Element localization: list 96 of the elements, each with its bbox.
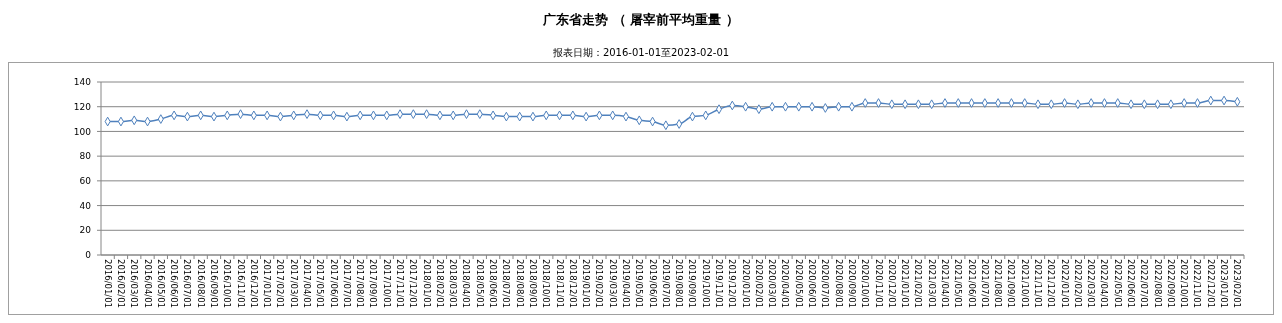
x-tick-label: 2018/08/01 — [514, 259, 525, 308]
x-tick-label: 2018/05/01 — [474, 259, 485, 308]
x-tick-label: 2018/10/01 — [541, 259, 552, 308]
x-tick-label: 2020/05/01 — [793, 259, 804, 308]
x-tick-label: 2020/02/01 — [753, 259, 764, 308]
y-tick-label: 140 — [73, 77, 92, 88]
x-tick-label: 2020/04/01 — [780, 259, 791, 308]
x-tick-label: 2021/03/01 — [926, 259, 937, 308]
x-tick-label: 2021/12/01 — [1046, 259, 1057, 308]
x-tick-label: 2019/12/01 — [727, 259, 738, 308]
x-tick-label: 2021/09/01 — [1006, 259, 1017, 308]
x-tick-label: 2020/01/01 — [740, 259, 751, 308]
x-tick-label: 2016/01/01 — [102, 259, 113, 308]
x-tick-label: 2019/02/01 — [594, 259, 605, 308]
x-tick-label: 2022/07/01 — [1139, 259, 1150, 308]
x-tick-label: 2016/07/01 — [182, 259, 193, 308]
x-tick-label: 2019/03/01 — [607, 259, 618, 308]
x-tick-label: 2017/05/01 — [315, 259, 326, 308]
x-tick-label: 2020/09/01 — [846, 259, 857, 308]
y-tick-label: 40 — [79, 200, 92, 211]
x-tick-label: 2021/04/01 — [939, 259, 950, 308]
y-tick-label: 100 — [73, 126, 92, 137]
x-tick-label: 2020/07/01 — [820, 259, 831, 308]
x-tick-label: 2017/11/01 — [395, 259, 406, 308]
x-tick-label: 2016/06/01 — [169, 259, 180, 308]
x-tick-label: 2021/11/01 — [1032, 259, 1043, 308]
y-tick-label: 0 — [85, 250, 92, 261]
x-tick-label: 2022/05/01 — [1112, 259, 1123, 308]
x-tick-label: 2022/02/01 — [1072, 259, 1083, 308]
x-tick-label: 2017/10/01 — [381, 259, 392, 308]
x-tick-label: 2018/01/01 — [421, 259, 432, 308]
x-tick-label: 2022/08/01 — [1152, 259, 1163, 308]
y-tick-label: 120 — [73, 101, 92, 112]
x-tick-label: 2020/06/01 — [807, 259, 818, 308]
x-tick-label: 2017/08/01 — [355, 259, 366, 308]
x-tick-label: 2020/03/01 — [767, 259, 778, 308]
x-tick-label: 2021/01/01 — [900, 259, 911, 308]
x-tick-label: 2016/03/01 — [129, 259, 140, 308]
x-tick-label: 2016/12/01 — [248, 259, 259, 308]
x-tick-label: 2016/05/01 — [155, 259, 166, 308]
x-tick-label: 2021/07/01 — [979, 259, 990, 308]
x-tick-label: 2016/09/01 — [208, 259, 219, 308]
x-tick-label: 2019/09/01 — [687, 259, 698, 308]
x-tick-label: 2016/10/01 — [222, 259, 233, 308]
x-tick-label: 2019/11/01 — [714, 259, 725, 308]
x-tick-label: 2023/02/01 — [1232, 259, 1243, 308]
x-tick-label: 2019/10/01 — [700, 259, 711, 308]
x-tick-label: 2019/04/01 — [620, 259, 631, 308]
x-tick-label: 2017/06/01 — [328, 259, 339, 308]
x-tick-label: 2018/04/01 — [461, 259, 472, 308]
x-tick-label: 2022/03/01 — [1086, 259, 1097, 308]
x-tick-label: 2016/04/01 — [142, 259, 153, 308]
x-tick-label: 2018/12/01 — [567, 259, 578, 308]
x-tick-label: 2023/01/01 — [1219, 259, 1230, 308]
x-tick-label: 2018/03/01 — [448, 259, 459, 308]
x-tick-label: 2020/08/01 — [833, 259, 844, 308]
x-tick-label: 2017/04/01 — [302, 259, 313, 308]
x-tick-label: 2016/11/01 — [235, 259, 246, 308]
x-tick-label: 2019/05/01 — [634, 259, 645, 308]
x-tick-label: 2020/10/01 — [860, 259, 871, 308]
x-tick-label: 2018/06/01 — [488, 259, 499, 308]
y-tick-label: 80 — [79, 151, 92, 162]
x-tick-label: 2021/10/01 — [1019, 259, 1030, 308]
x-tick-label: 2020/12/01 — [886, 259, 897, 308]
y-tick-label: 60 — [79, 176, 92, 187]
x-tick-label: 2020/11/01 — [873, 259, 884, 308]
x-tick-label: 2017/07/01 — [341, 259, 352, 308]
x-tick-label: 2016/08/01 — [195, 259, 206, 308]
x-tick-label: 2022/09/01 — [1165, 259, 1176, 308]
x-tick-label: 2018/09/01 — [527, 259, 538, 308]
x-tick-label: 2018/07/01 — [501, 259, 512, 308]
x-tick-label: 2019/06/01 — [647, 259, 658, 308]
x-tick-label: 2019/01/01 — [581, 259, 592, 308]
x-tick-label: 2018/11/01 — [554, 259, 565, 308]
x-tick-label: 2018/02/01 — [434, 259, 445, 308]
x-tick-label: 2019/07/01 — [660, 259, 671, 308]
x-tick-label: 2021/02/01 — [913, 259, 924, 308]
x-tick-label: 2017/02/01 — [275, 259, 286, 308]
x-tick-label: 2022/04/01 — [1099, 259, 1110, 308]
x-tick-label: 2017/03/01 — [288, 259, 299, 308]
y-tick-label: 20 — [79, 225, 92, 236]
x-tick-label: 2021/06/01 — [966, 259, 977, 308]
x-tick-label: 2019/08/01 — [674, 259, 685, 308]
x-tick-label: 2017/12/01 — [408, 259, 419, 308]
x-tick-label: 2022/01/01 — [1059, 259, 1070, 308]
chart-subtitle: 报表日期：2016-01-01至2023-02-01 — [551, 47, 730, 58]
x-tick-label: 2021/08/01 — [993, 259, 1004, 308]
x-tick-label: 2017/01/01 — [262, 259, 273, 308]
x-tick-label: 2017/09/01 — [368, 259, 379, 308]
x-tick-label: 2022/11/01 — [1192, 259, 1203, 308]
chart-title: 广东省走势 （ 屠宰前平均重量 ） — [542, 12, 739, 27]
x-tick-label: 2021/05/01 — [953, 259, 964, 308]
x-tick-label: 2022/06/01 — [1126, 259, 1137, 308]
x-tick-label: 2022/12/01 — [1205, 259, 1216, 308]
x-tick-label: 2016/02/01 — [115, 259, 126, 308]
x-tick-label: 2022/10/01 — [1179, 259, 1190, 308]
